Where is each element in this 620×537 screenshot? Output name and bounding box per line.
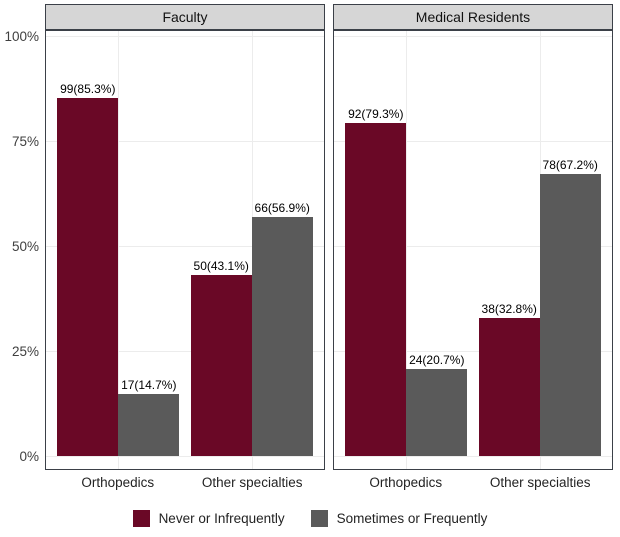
- x-category-label: Orthopedics: [81, 475, 155, 490]
- legend-swatch-never-or-infrequently: [132, 510, 150, 527]
- x-axis: Orthopedics Other specialties: [45, 470, 325, 494]
- y-tick-label: 25%: [11, 343, 39, 359]
- bar-value-label: 24(20.7%): [409, 353, 465, 368]
- x-axis: Orthopedics Other specialties: [333, 470, 613, 494]
- x-category-label: Other specialties: [489, 475, 591, 490]
- facet-strip: Medical Residents: [333, 4, 613, 30]
- facet-title: Medical Residents: [415, 9, 531, 25]
- bar-never-or-infrequently: [190, 274, 252, 456]
- bar-value-label: 38(32.8%): [481, 302, 537, 317]
- bar-value-label: 92(79.3%): [348, 106, 404, 121]
- bar-value-label: 66(56.9%): [254, 201, 310, 216]
- chart-row: 0% 25% 50% 75% 100% Faculty 99(85.3%) 17(14.7%…: [0, 4, 620, 494]
- gridline-horizontal: [46, 36, 324, 37]
- y-tick-label: 0%: [19, 448, 39, 464]
- facet-strip: Faculty: [45, 4, 325, 30]
- gridline-vertical: [118, 31, 119, 469]
- facet-title: Faculty: [162, 9, 208, 25]
- legend-swatch-sometimes-or-frequently: [310, 510, 328, 527]
- bar-never-or-infrequently: [345, 122, 407, 456]
- facet-panel-faculty: Faculty 99(85.3%) 17(14.7%) 50(43.1%) 66(56.…: [45, 4, 325, 494]
- gridline-horizontal: [46, 456, 324, 457]
- bar-sometimes-or-frequently: [406, 369, 468, 456]
- y-tick-label: 100%: [4, 28, 39, 44]
- gridline-horizontal: [46, 351, 324, 352]
- bar-value-label: 78(67.2%): [542, 157, 598, 172]
- bar-value-label: 17(14.7%): [121, 378, 177, 393]
- legend-item-never-or-infrequently: Never or Infrequently: [132, 510, 285, 527]
- plot-area: 99(85.3%) 17(14.7%) 50(43.1%) 66(56.9%): [45, 30, 325, 470]
- bar-sometimes-or-frequently: [118, 394, 180, 456]
- gridline-horizontal: [334, 246, 612, 247]
- y-tick-label: 75%: [11, 133, 39, 149]
- gridline-horizontal: [334, 351, 612, 352]
- gridline-horizontal: [334, 36, 612, 37]
- bar-never-or-infrequently: [57, 97, 119, 456]
- legend-item-sometimes-or-frequently: Sometimes or Frequently: [310, 510, 488, 527]
- y-axis: 0% 25% 50% 75% 100%: [0, 4, 45, 494]
- gridline-horizontal: [46, 246, 324, 247]
- gridline-vertical: [406, 31, 407, 469]
- legend-label: Sometimes or Frequently: [336, 511, 488, 526]
- legend-label: Never or Infrequently: [158, 511, 285, 526]
- bar-sometimes-or-frequently: [539, 173, 601, 456]
- plot-area: 92(79.3%) 24(20.7%) 38(32.8%) 78(67.2%): [333, 30, 613, 470]
- x-category-label: Orthopedics: [369, 475, 443, 490]
- bar-sometimes-or-frequently: [251, 217, 313, 456]
- gridline-horizontal: [46, 141, 324, 142]
- bar-never-or-infrequently: [478, 318, 540, 456]
- bar-value-label: 99(85.3%): [60, 81, 116, 96]
- legend: Never or Infrequently Sometimes or Freque…: [0, 510, 620, 527]
- gridline-horizontal: [334, 456, 612, 457]
- gridline-horizontal: [334, 141, 612, 142]
- facet-panel-medical-residents: Medical Residents 92(79.3%) 24(20.7%) 38(32…: [333, 4, 613, 494]
- y-tick-label: 50%: [11, 238, 39, 254]
- bar-value-label: 50(43.1%): [193, 258, 249, 273]
- x-category-label: Other specialties: [201, 475, 303, 490]
